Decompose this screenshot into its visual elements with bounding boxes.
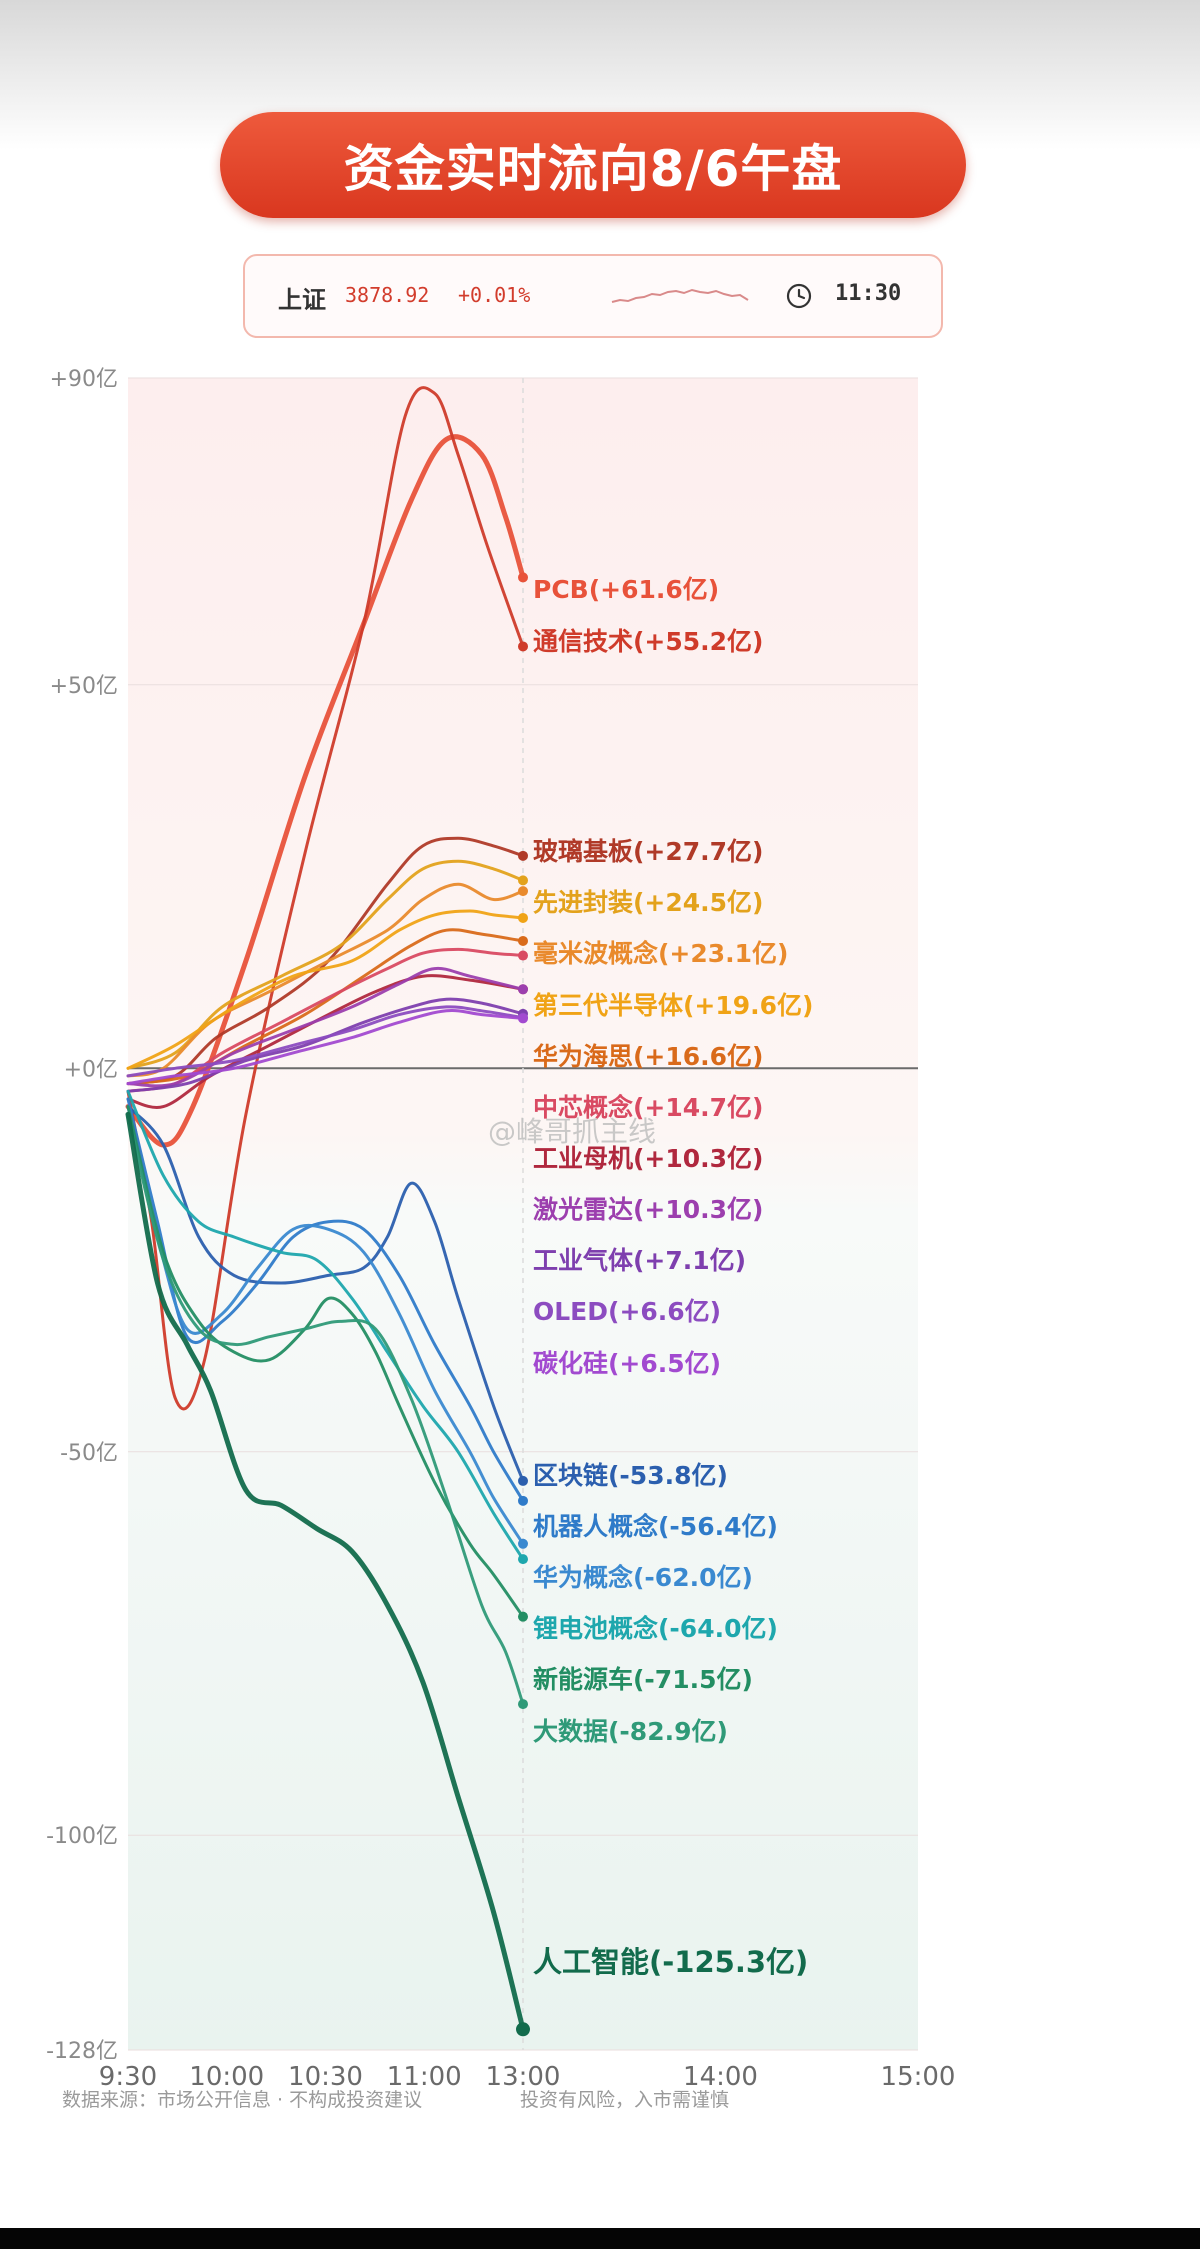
x-tick-label: 11:00 bbox=[387, 2062, 462, 2092]
series-line-9 bbox=[126, 966, 525, 1088]
series-label-5: 第三代半导体(+19.6亿) bbox=[533, 991, 813, 1020]
series-label-1: 通信技术(+55.2亿) bbox=[533, 627, 763, 656]
series-line-5 bbox=[126, 909, 525, 1070]
series-label-18: 大数据(-82.9亿) bbox=[533, 1717, 728, 1746]
x-tick-label: 14:00 bbox=[683, 2062, 758, 2092]
series-label-17: 新能源车(-71.5亿) bbox=[533, 1665, 753, 1694]
series-end-point bbox=[518, 1013, 528, 1024]
series-label-12: 碳化硅(+6.5亿) bbox=[533, 1349, 721, 1378]
series-label-3: 先进封装(+24.5亿) bbox=[533, 888, 763, 917]
index-value: 3878.92 bbox=[345, 283, 430, 307]
y-tick-label: +0亿 bbox=[64, 1057, 118, 1082]
x-tick-label: 10:00 bbox=[189, 2062, 264, 2092]
series-end-point bbox=[518, 1475, 528, 1486]
series-label-0: PCB(+61.6亿) bbox=[533, 575, 719, 604]
gridlines bbox=[128, 377, 918, 2051]
series-end-point bbox=[518, 1699, 528, 1710]
y-axis-ticks: +90亿 +50亿 +0亿 -50亿 -100亿 -128亿 bbox=[46, 367, 118, 2064]
series-label-2: 玻璃基板(+27.7亿) bbox=[533, 837, 763, 866]
series-label-16: 锂电池概念(-64.0亿) bbox=[533, 1614, 778, 1643]
x-axis-ticks: 9:30 10:00 10:30 11:00 13:00 14:00 15:00 bbox=[99, 2062, 956, 2092]
index-bar: 上证 3878.92 +0.01% 11:30 bbox=[243, 254, 943, 338]
x-tick-label: 10:30 bbox=[288, 2062, 363, 2092]
series-end-point bbox=[518, 984, 528, 995]
series-line-8 bbox=[126, 974, 525, 1109]
x-tick-label: 9:30 bbox=[99, 2062, 157, 2092]
series-end-point bbox=[518, 1538, 528, 1549]
footer-source: 数据来源：市场公开信息 · 不构成投资建议 bbox=[62, 2089, 423, 2111]
series-line-15 bbox=[126, 1105, 525, 1546]
series-line-0 bbox=[125, 434, 526, 1148]
index-change: +0.01% bbox=[458, 283, 531, 307]
y-tick-label: +90亿 bbox=[50, 367, 118, 392]
series-label-7: 中芯概念(+14.7亿) bbox=[533, 1093, 763, 1122]
series-line-17 bbox=[126, 1105, 525, 1619]
series-end-point bbox=[518, 935, 528, 946]
series-label-10: 工业气体(+7.1亿) bbox=[533, 1246, 746, 1275]
series-line-1 bbox=[126, 386, 525, 1411]
series-end-point bbox=[518, 886, 528, 897]
series-label-11: OLED(+6.6亿) bbox=[533, 1297, 721, 1326]
series-line-16 bbox=[126, 1089, 525, 1561]
series-line-11 bbox=[126, 1005, 525, 1078]
series-end-point bbox=[518, 912, 528, 923]
series-line-18 bbox=[126, 1112, 525, 1706]
y-tick-label: -100亿 bbox=[46, 1824, 118, 1849]
series-label-6: 华为海思(+16.6亿) bbox=[533, 1042, 763, 1071]
series-label-19: 人工智能(-125.3亿) bbox=[533, 1945, 808, 1979]
series-label-8: 工业母机(+10.3亿) bbox=[533, 1144, 763, 1173]
series-end-point bbox=[518, 1611, 528, 1622]
bottom-bar bbox=[0, 2228, 1200, 2249]
sparkline-icon bbox=[611, 288, 749, 303]
series-end-point bbox=[518, 875, 528, 886]
series-labels: PCB(+61.6亿) 通信技术(+55.2亿) 玻璃基板(+27.7亿) 先进封装(… bbox=[533, 575, 813, 1979]
index-name: 上证 bbox=[278, 286, 326, 314]
series-end-point bbox=[518, 572, 528, 583]
series-label-4: 毫米波概念(+23.1亿) bbox=[533, 939, 788, 968]
series-line-19 bbox=[125, 1111, 526, 2032]
series-line-10 bbox=[126, 997, 525, 1093]
series-lines bbox=[125, 386, 530, 2037]
series-line-4 bbox=[126, 882, 525, 1078]
series-label-14: 机器人概念(-56.4亿) bbox=[533, 1512, 778, 1541]
series-line-13 bbox=[126, 1105, 525, 1483]
page-title: 资金实时流向8/6午盘 bbox=[220, 112, 966, 218]
series-label-9: 激光雷达(+10.3亿) bbox=[533, 1195, 763, 1224]
series-line-12 bbox=[126, 1009, 525, 1086]
series-line-7 bbox=[126, 947, 525, 1093]
series-line-2 bbox=[126, 836, 525, 1086]
y-tick-label: -128亿 bbox=[46, 2039, 118, 2064]
series-label-13: 区块链(-53.8亿) bbox=[533, 1461, 728, 1490]
x-tick-label: 13:00 bbox=[486, 2062, 561, 2092]
y-tick-label: +50亿 bbox=[50, 674, 118, 699]
series-end-point bbox=[518, 950, 528, 961]
series-end-point bbox=[518, 1554, 528, 1565]
series-label-15: 华为概念(-62.0亿) bbox=[533, 1563, 753, 1592]
series-end-point bbox=[518, 641, 528, 652]
series-end-point bbox=[516, 2022, 530, 2037]
footer-risk: 投资有风险，入市需谨慎 bbox=[520, 2089, 730, 2111]
clock-icon bbox=[786, 283, 812, 309]
x-tick-label: 15:00 bbox=[881, 2062, 956, 2092]
index-time: 11:30 bbox=[835, 281, 902, 306]
series-end-point bbox=[518, 850, 528, 861]
y-tick-label: -50亿 bbox=[60, 1441, 118, 1466]
watermark: @峰哥抓主线 bbox=[488, 1115, 657, 1148]
series-end-point bbox=[518, 1495, 528, 1506]
